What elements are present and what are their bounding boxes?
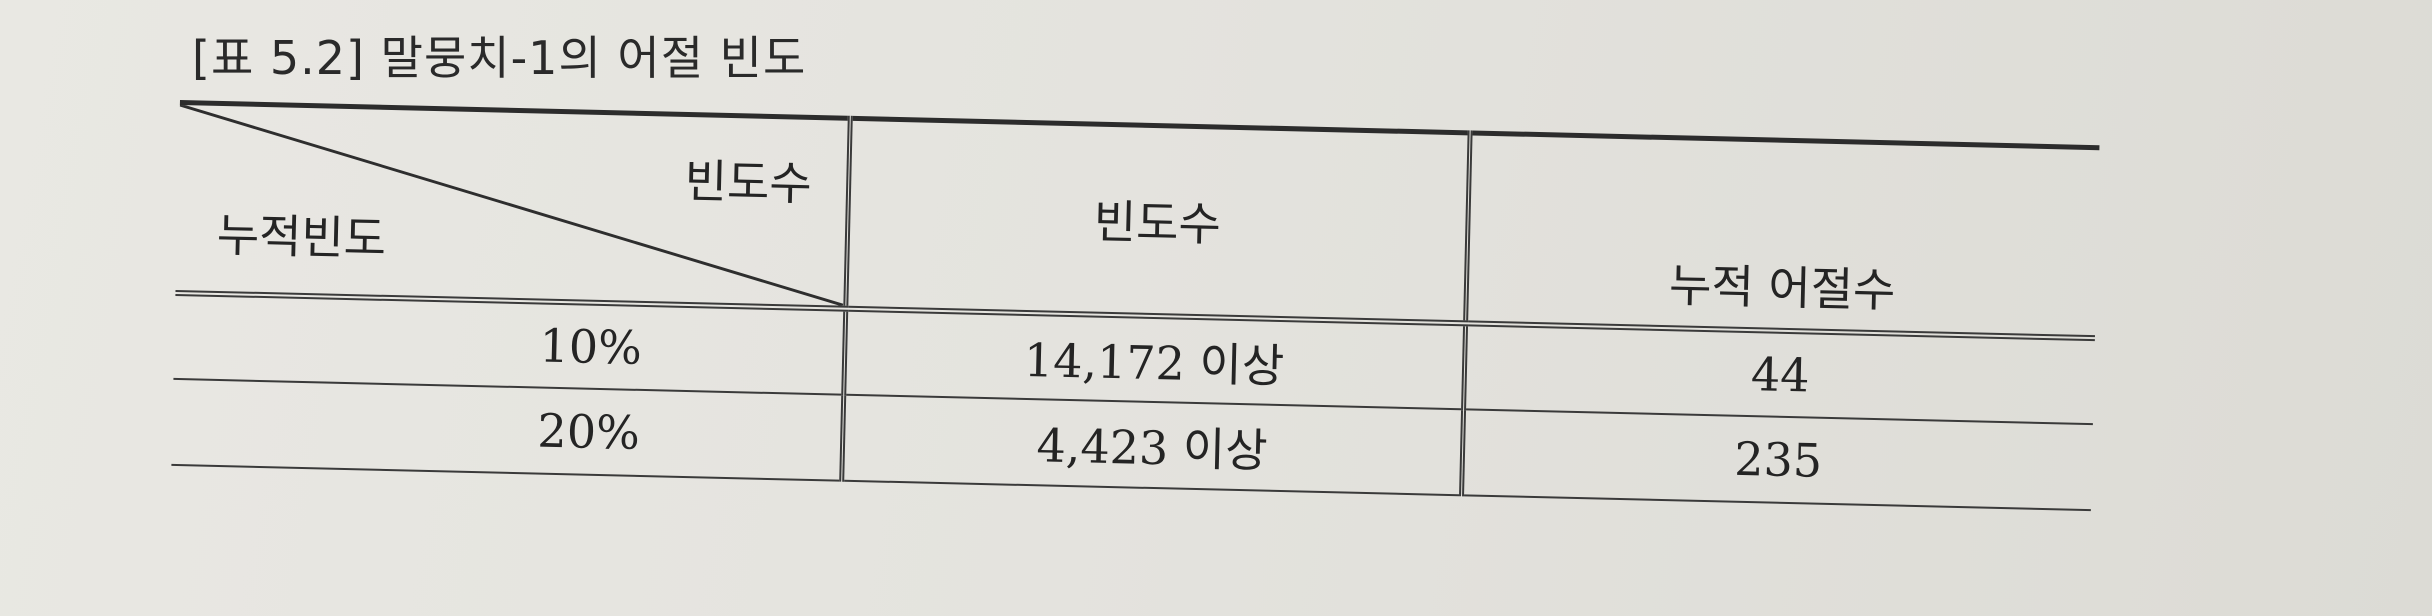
caption-label: [표 5.2]: [192, 31, 365, 85]
cell-frequency: 4,423 이상: [841, 394, 1464, 495]
cell-cumulative-words: 235: [1461, 408, 2093, 510]
cell-cumulative-percent: 20%: [171, 378, 844, 481]
header-cumulative-words: 누적 어절수: [1465, 132, 2100, 338]
header-frequency: 빈도수: [845, 118, 1470, 323]
cell-cumulative-percent: 10%: [173, 292, 846, 395]
diagonal-header-bottom: 누적빈도: [216, 207, 387, 266]
frequency-suffix: 이상: [1182, 421, 1269, 478]
cell-frequency: 14,172 이상: [843, 308, 1466, 409]
table-caption: [표 5.2] 말뭉치-1의 어절 빈도: [192, 22, 806, 88]
diagonal-divider-line: [179, 104, 844, 306]
cell-cumulative-words: 44: [1463, 322, 2095, 424]
frequency-suffix: 이상: [1198, 336, 1285, 393]
table-container: 빈도수 누적빈도 빈도수 누적 어절수 10% 14,172 이상 44: [170, 100, 2120, 586]
diagonal-header-top: 빈도수: [684, 153, 813, 211]
table-header-row: 빈도수 누적빈도 빈도수 누적 어절수: [175, 102, 2100, 338]
diagonal-header-cell: 빈도수 누적빈도: [175, 102, 850, 309]
frequency-number: 14,172: [1023, 332, 1186, 391]
frequency-number: 4,423: [1035, 417, 1169, 475]
caption-title: 말뭉치-1의 어절 빈도: [380, 31, 807, 85]
frequency-table: 빈도수 누적빈도 빈도수 누적 어절수 10% 14,172 이상 44: [171, 100, 2100, 511]
